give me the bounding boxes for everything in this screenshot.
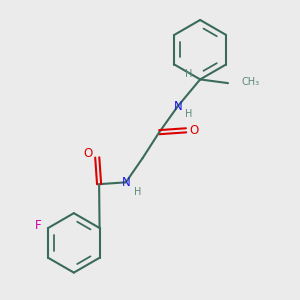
Text: O: O bbox=[83, 147, 93, 160]
Text: N: N bbox=[122, 176, 131, 189]
Text: F: F bbox=[34, 219, 41, 232]
Text: H: H bbox=[134, 187, 141, 196]
Text: O: O bbox=[190, 124, 199, 137]
Text: CH₃: CH₃ bbox=[242, 77, 260, 87]
Text: H: H bbox=[184, 109, 192, 119]
Text: H: H bbox=[184, 69, 192, 79]
Text: N: N bbox=[173, 100, 182, 113]
